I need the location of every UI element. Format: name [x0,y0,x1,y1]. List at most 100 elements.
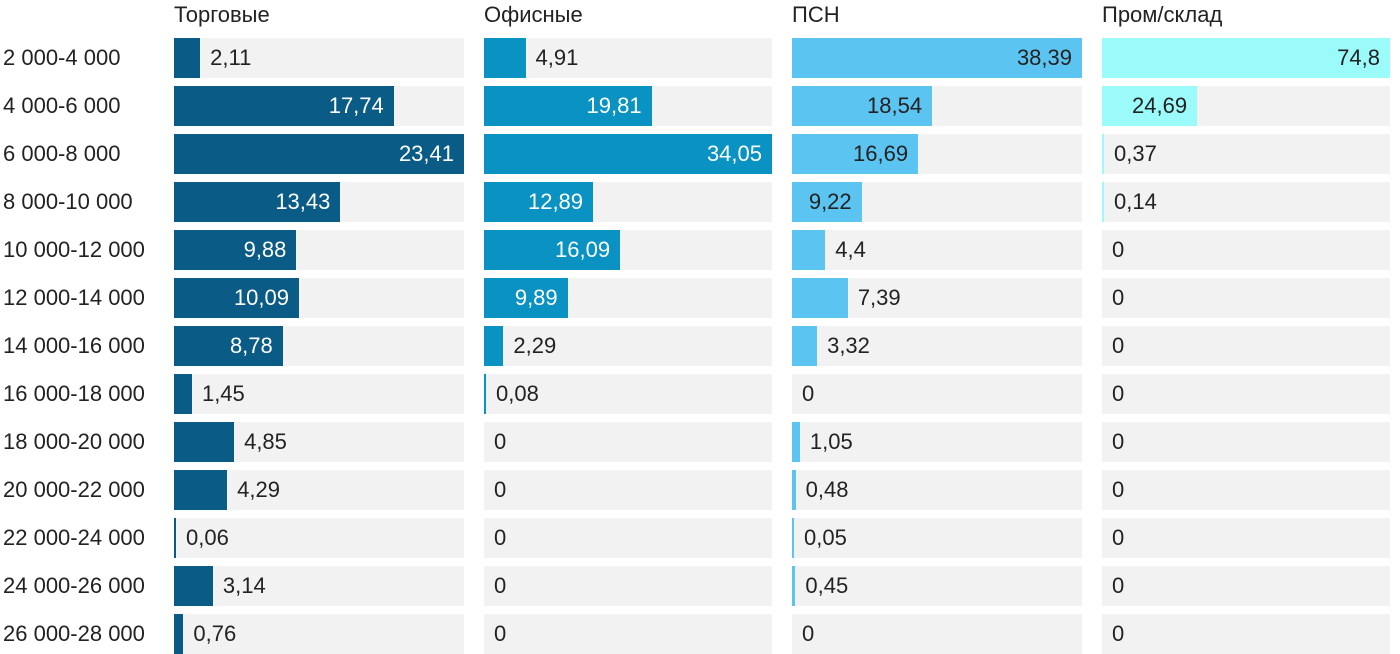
bar-track: 0 [1102,422,1390,462]
bar-track: 0,37 [1102,134,1390,174]
bar-track: 19,81 [484,86,772,126]
value-label: 0 [494,429,507,454]
bar-track: 0 [1102,518,1390,558]
value-label: 13,43 [275,189,331,214]
bar [484,326,504,366]
bar [792,134,919,174]
bar-track: 34,05 [484,134,772,174]
bar-track: 4,4 [792,230,1082,270]
value-label: 38,39 [1016,45,1072,70]
value-label: 0,45 [805,573,849,598]
bar [174,230,297,270]
bar-track: 10,09 [174,278,464,318]
bar [174,134,464,174]
bar-track: 18,54 [792,86,1082,126]
series-title: Пром/склад [1102,2,1223,27]
category-label: 20 000-22 000 [3,477,145,502]
category-label: 24 000-26 000 [3,573,145,598]
value-label: 4,85 [244,429,287,454]
bar-track: 0 [484,470,772,510]
bar-track: 0,05 [792,518,1082,558]
bar [1102,86,1198,126]
bar [484,134,772,174]
bar-track: 1,45 [174,374,464,414]
bar [1102,134,1104,174]
value-label: 0 [1112,285,1125,310]
bar [174,374,192,414]
bar [792,38,1082,78]
bar [174,278,299,318]
bar-track: 74,8 [1102,38,1390,78]
bar-track: 13,43 [174,182,464,222]
category-label: 18 000-20 000 [3,429,145,454]
value-label: 0 [494,573,507,598]
category-label: 22 000-24 000 [3,525,145,550]
bar [1102,38,1390,78]
category-label: 10 000-12 000 [3,237,145,262]
value-label: 24,69 [1132,93,1188,118]
bar-track: 9,22 [792,182,1082,222]
category-label: 14 000-16 000 [3,333,145,358]
value-label: 0 [1112,525,1125,550]
category-label: 16 000-18 000 [3,381,145,406]
bar [792,230,826,270]
value-label: 0 [1112,477,1125,502]
bar [792,518,794,558]
bar-track: 3,14 [174,566,464,606]
value-label: 19,81 [586,93,642,118]
series-title: Торговые [174,2,270,27]
value-label: 0 [494,525,507,550]
bar-track: 0 [484,566,772,606]
value-label: 4,29 [237,477,280,502]
bar [174,518,176,558]
bar-track: 17,74 [174,86,464,126]
bar-track: 3,32 [792,326,1082,366]
value-label: 74,8 [1337,45,1380,70]
bar-track: 4,85 [174,422,464,462]
value-label: 0 [1112,429,1125,454]
value-label: 0 [1112,573,1125,598]
bar [174,38,201,78]
value-label: 0 [802,621,815,646]
bar [174,86,394,126]
value-label: 8,78 [229,333,273,358]
value-label: 16,09 [555,237,611,262]
value-label: 1,05 [809,429,853,454]
value-label: 0 [1112,237,1125,262]
bar-track: 0 [792,614,1082,654]
value-label: 0 [1112,621,1125,646]
bar [484,182,594,222]
value-label: 0 [1112,333,1125,358]
value-label: 0 [1112,381,1125,406]
category-label: 12 000-14 000 [3,285,145,310]
bar-track: 0,08 [484,374,772,414]
category-label: 2 000-4 000 [3,45,121,70]
series-title: Офисные [484,2,583,27]
bar [484,230,621,270]
value-label: 10,09 [233,285,289,310]
value-label: 1,45 [201,381,245,406]
bar-track: 1,05 [792,422,1082,462]
bar-track: 0 [484,422,772,462]
bar-track: 23,41 [174,134,464,174]
category-label: 4 000-6 000 [3,93,121,118]
category-label: 26 000-28 000 [3,621,145,646]
value-label: 17,74 [328,93,384,118]
value-label: 16,69 [853,141,909,166]
value-label: 4,91 [535,45,579,70]
bar-track: 7,39 [792,278,1082,318]
bar [484,374,486,414]
bar [174,470,228,510]
category-label: 6 000-8 000 [3,141,121,166]
bar [174,422,235,462]
value-label: 12,89 [527,189,584,214]
bar [174,326,283,366]
value-label: 9,88 [243,237,287,262]
bar-track: 2,11 [174,38,464,78]
value-label: 0 [494,477,507,502]
bar [792,326,818,366]
bar [792,566,796,606]
value-label: 23,41 [398,141,454,166]
bar-track: 9,89 [484,278,772,318]
